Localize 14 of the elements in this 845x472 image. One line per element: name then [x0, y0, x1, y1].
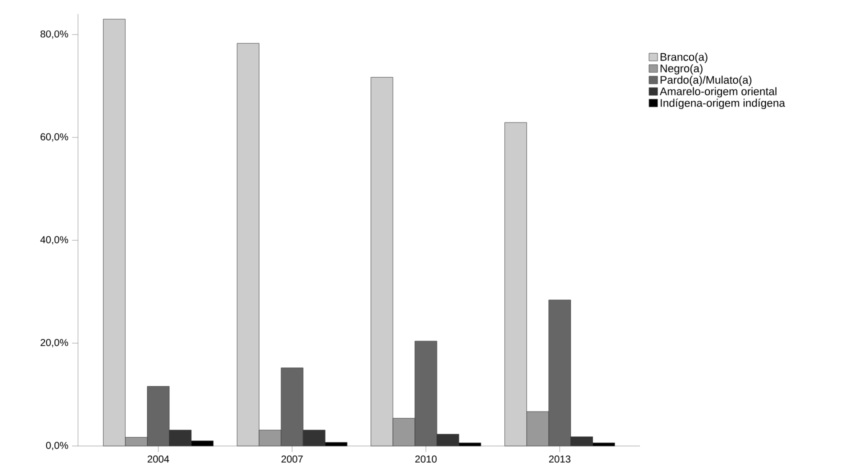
legend-label: Indígena-origem indígena [660, 98, 786, 110]
y-tick-label: 40,0% [40, 236, 68, 244]
legend-label: Pardo(a)/Mulato(a) [660, 76, 752, 86]
y-tick-label: 20,0% [40, 339, 68, 348]
y-tick-label: 60,0% [40, 133, 68, 142]
x-tick-label: 2010 [415, 456, 437, 463]
legend-label: Amarelo-origem oriental [660, 87, 776, 98]
x-tick-label: 2013 [549, 456, 570, 463]
legend-label: Branco(a) [660, 52, 708, 64]
legend-label: Negro(a) [660, 64, 702, 74]
y-tick-label: 80,0% [40, 30, 68, 39]
x-tick-label: 2007 [281, 456, 303, 463]
y-tick-label: 0,0% [46, 442, 68, 450]
x-tick-label: 2004 [148, 456, 170, 463]
